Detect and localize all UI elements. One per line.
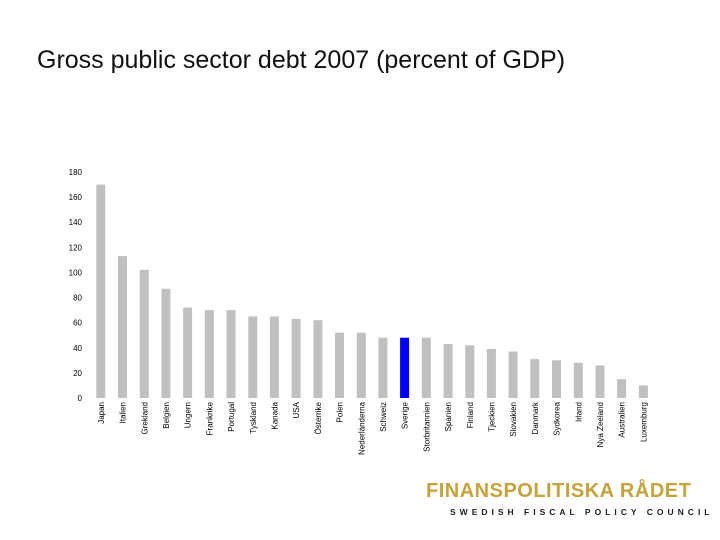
bar-japan [96,184,106,398]
x-tick-label: Kanada [270,401,279,429]
bar-österrike [313,320,323,398]
x-tick-label: Danmark [531,401,540,434]
x-tick-label: Nya Zeeland [596,402,605,447]
x-tick-label: Sverige [401,401,410,429]
y-tick-label: 140 [69,218,83,227]
x-tick-label: Japan [97,402,106,424]
bar-grekland [139,269,149,398]
y-axis: 0 20 40 60 80 100 120 140 160 180 [69,168,83,403]
logo-subtitle: SWEDISH FISCAL POLICY COUNCIL [450,507,714,517]
logo-name: FINANSPOLITISKA RÅDET [426,480,692,502]
x-tick-label: Sydkorea [553,401,562,435]
bar-portugal [226,310,236,398]
x-tick-label: Luxemburg [639,402,648,442]
bar-luxemburg [638,385,648,398]
y-tick-label: 100 [69,268,83,277]
x-tick-label: Grekland [140,402,149,434]
y-tick-label: 80 [73,294,82,303]
bar-polen [335,332,344,398]
x-tick-label: Australien [618,402,627,438]
bar-sydkorea [552,360,561,398]
council-logo: FINANSPOLITISKA RÅDET SWEDISH FISCAL POL… [426,480,714,517]
y-tick-label: 0 [78,394,83,403]
bar-finland [465,345,475,398]
bar-nederländerna [356,332,366,398]
x-tick-label: Irland [574,402,583,422]
bar-tyskland [248,316,258,398]
x-tick-label: Tjeckien [487,402,496,432]
bar-usa [291,318,301,398]
x-tick-label: Österrike [314,401,323,434]
x-tick-label: Ungern [184,402,193,428]
x-tick-label: Polen [336,402,345,422]
bar-tjeckien [486,349,496,398]
x-tick-label: Tyskland [249,402,258,434]
slide-title: Gross public sector debt 2007 (percent o… [37,46,566,74]
x-tick-label: Italien [119,402,128,423]
y-tick-label: 40 [73,344,82,353]
y-tick-label: 160 [69,193,83,202]
y-tick-label: 60 [73,319,82,328]
bar-kanada [269,316,279,398]
bar-ungern [183,307,193,398]
y-tick-label: 120 [69,243,83,252]
x-tick-label: Schweiz [379,402,388,432]
x-tick-label: Storbritannien [422,402,431,452]
y-tick-label: 180 [69,168,83,177]
x-tick-label: Slovakien [509,402,518,437]
bar-spanien [443,344,453,398]
bar-italien [118,256,127,398]
x-tick-label: Frankrike [205,401,214,435]
bar-storbritannien [421,337,431,398]
x-tick-label: Nederländerna [357,401,366,454]
bar-danmark [530,359,540,398]
x-axis-labels: Japan Italien Grekland Belgien Ungern Frankri… [97,401,649,455]
bar-sverige [400,337,410,398]
x-tick-label: Spanien [444,402,453,431]
x-tick-label: Portugal [227,402,236,432]
bars [96,184,648,398]
bar-australien [617,379,627,398]
bar-nya-zeeland [595,365,605,398]
bar-frankrike [204,310,214,398]
bar-irland [573,362,583,398]
y-tick-label: 20 [73,369,82,378]
x-tick-label: Finland [466,402,475,428]
bar-slovakien [508,351,518,398]
bar-belgien [161,288,171,398]
x-tick-label: USA [292,401,301,418]
bar-schweiz [378,337,388,398]
x-tick-label: Belgien [162,402,171,429]
